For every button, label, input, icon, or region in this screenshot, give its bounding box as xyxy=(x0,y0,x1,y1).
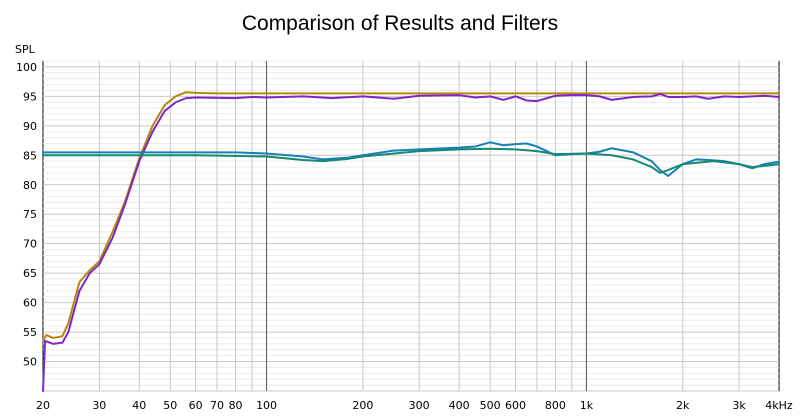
x-tick-label: 50 xyxy=(163,399,177,412)
y-tick-label: 60 xyxy=(23,297,37,310)
x-tick-label: 200 xyxy=(352,399,373,412)
y-tick-label: 85 xyxy=(23,149,37,162)
x-tick-label: 800 xyxy=(545,399,566,412)
x-tick-label: 40 xyxy=(132,399,146,412)
series-line-2 xyxy=(42,93,780,392)
series-line-3 xyxy=(42,141,780,177)
y-tick-label: 65 xyxy=(23,267,37,280)
x-tick-label: 3k xyxy=(732,399,746,412)
x-tick-label: 400 xyxy=(449,399,470,412)
y-tick-label: 75 xyxy=(23,208,37,221)
series-group xyxy=(42,91,780,392)
y-tick-label: 55 xyxy=(23,326,37,339)
y-tick-label: 70 xyxy=(23,238,37,251)
x-tick-label: 70 xyxy=(210,399,224,412)
x-tick-label: 100 xyxy=(256,399,277,412)
x-tick-labels: 20 30 40 50 60 70 80 100 200 300 400 500 600 800 1k 2k 3… xyxy=(36,399,793,412)
x-tick-label: 20 xyxy=(36,399,50,412)
y-axis-label: SPL xyxy=(15,43,36,56)
y-tick-label: 90 xyxy=(23,120,37,133)
x-tick-label: 30 xyxy=(92,399,106,412)
x-tick-label: 4kHz xyxy=(765,399,793,412)
y-tick-label: 50 xyxy=(23,356,37,369)
series-line-1 xyxy=(42,91,780,342)
x-tick-label: 1k xyxy=(580,399,594,412)
grid xyxy=(43,60,779,392)
series-line-4 xyxy=(42,147,780,174)
x-tick-label: 60 xyxy=(189,399,203,412)
y-tick-label: 95 xyxy=(23,90,37,103)
y-tick-label: 100 xyxy=(16,61,37,74)
chart-title: Comparison of Results and Filters xyxy=(242,12,558,35)
x-tick-label: 300 xyxy=(409,399,430,412)
x-tick-label: 500 xyxy=(480,399,501,412)
y-tick-label: 80 xyxy=(23,179,37,192)
x-tick-label: 80 xyxy=(229,399,243,412)
x-tick-label: 2k xyxy=(676,399,690,412)
x-tick-label: 600 xyxy=(505,399,526,412)
y-tick-labels: 50 55 60 65 70 75 80 85 90 95 100 xyxy=(16,61,37,369)
